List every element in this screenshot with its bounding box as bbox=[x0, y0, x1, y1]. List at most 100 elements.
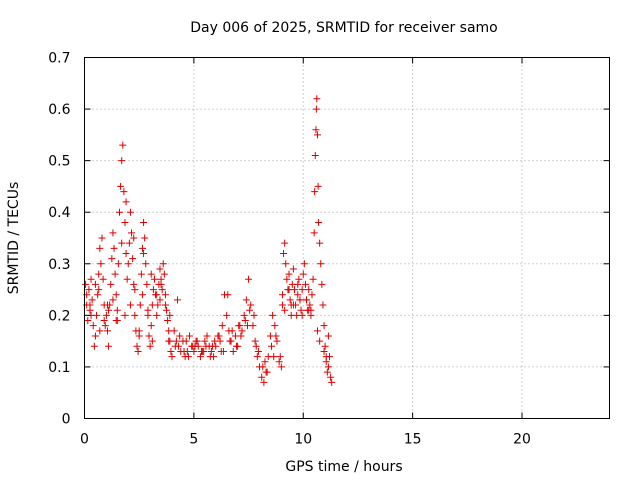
data-point bbox=[153, 311, 161, 319]
data-point bbox=[283, 275, 291, 283]
data-point bbox=[156, 265, 164, 273]
data-point bbox=[233, 342, 241, 350]
data-point bbox=[201, 337, 209, 345]
data-point bbox=[95, 286, 103, 294]
data-point bbox=[86, 301, 94, 309]
data-point bbox=[217, 347, 225, 355]
data-point bbox=[286, 296, 294, 304]
data-point bbox=[164, 317, 172, 325]
data-point bbox=[118, 239, 126, 247]
data-point bbox=[294, 280, 302, 288]
data-point bbox=[141, 234, 149, 242]
data-point bbox=[105, 342, 113, 350]
data-point bbox=[140, 249, 148, 257]
data-point bbox=[313, 131, 321, 139]
data-point bbox=[305, 306, 313, 314]
data-point bbox=[87, 275, 95, 283]
data-point bbox=[116, 208, 123, 216]
data-point bbox=[258, 373, 266, 381]
data-point bbox=[278, 301, 286, 309]
data-point bbox=[108, 255, 116, 263]
data-point bbox=[285, 270, 293, 278]
data-point bbox=[125, 239, 133, 247]
data-point bbox=[260, 378, 268, 386]
data-point bbox=[310, 229, 318, 237]
y-tick-label: 0.3 bbox=[48, 257, 70, 273]
data-point bbox=[166, 311, 174, 319]
data-point bbox=[124, 260, 132, 268]
data-point bbox=[137, 270, 145, 278]
data-point bbox=[223, 311, 231, 319]
data-point bbox=[148, 337, 156, 345]
data-point bbox=[203, 332, 211, 340]
data-point bbox=[327, 373, 335, 381]
data-point bbox=[118, 157, 126, 165]
data-point bbox=[208, 342, 216, 350]
data-point bbox=[184, 353, 192, 361]
data-point bbox=[316, 239, 324, 247]
data-point bbox=[160, 270, 168, 278]
data-point bbox=[176, 332, 184, 340]
data-point bbox=[129, 255, 137, 263]
x-tick-label: 10 bbox=[294, 432, 312, 448]
data-point bbox=[272, 332, 280, 340]
data-point bbox=[85, 286, 93, 294]
data-point bbox=[278, 291, 286, 299]
data-point bbox=[90, 342, 98, 350]
data-point bbox=[289, 265, 297, 273]
data-point bbox=[243, 322, 251, 330]
data-point bbox=[200, 347, 208, 355]
data-point bbox=[312, 126, 320, 134]
data-point bbox=[313, 95, 321, 103]
data-point bbox=[171, 342, 179, 350]
data-point bbox=[314, 182, 322, 190]
data-point bbox=[119, 141, 127, 149]
data-point bbox=[117, 182, 125, 190]
data-point bbox=[102, 311, 110, 319]
data-point bbox=[250, 311, 258, 319]
data-point bbox=[316, 337, 324, 345]
data-point bbox=[303, 296, 311, 304]
data-point bbox=[261, 358, 269, 366]
data-point bbox=[147, 270, 155, 278]
y-tick-label: 0.1 bbox=[48, 360, 70, 376]
data-point bbox=[136, 301, 144, 309]
data-point bbox=[320, 347, 328, 355]
data-point bbox=[153, 291, 161, 299]
data-point bbox=[105, 306, 113, 314]
data-point bbox=[318, 280, 326, 288]
data-point bbox=[295, 275, 303, 283]
grid-lines bbox=[84, 57, 610, 419]
data-point bbox=[107, 280, 115, 288]
y-tick-label: 0.6 bbox=[48, 102, 70, 118]
data-point bbox=[149, 286, 157, 294]
data-point bbox=[100, 317, 108, 325]
data-point bbox=[263, 368, 271, 376]
data-point bbox=[240, 311, 248, 319]
data-point bbox=[159, 260, 167, 268]
data-point bbox=[98, 234, 106, 242]
data-point bbox=[285, 286, 293, 294]
data-point bbox=[311, 188, 319, 196]
data-point bbox=[111, 270, 119, 278]
y-tick-label: 0.4 bbox=[48, 205, 70, 221]
data-point bbox=[308, 291, 316, 299]
y-tick-label: 0.5 bbox=[48, 154, 70, 170]
data-point bbox=[138, 244, 146, 252]
data-point bbox=[123, 275, 131, 283]
data-point bbox=[165, 337, 173, 345]
data-point bbox=[242, 296, 250, 304]
data-point bbox=[109, 229, 117, 237]
data-point bbox=[299, 270, 307, 278]
data-point bbox=[112, 317, 120, 325]
data-point bbox=[144, 306, 152, 314]
y-tick-label: 0.7 bbox=[48, 51, 70, 67]
data-point bbox=[273, 337, 281, 345]
data-point bbox=[173, 296, 181, 304]
data-point bbox=[140, 219, 148, 227]
data-point bbox=[142, 260, 150, 268]
data-point bbox=[128, 229, 136, 237]
data-point bbox=[133, 342, 141, 350]
data-point bbox=[268, 342, 276, 350]
data-point bbox=[218, 322, 226, 330]
